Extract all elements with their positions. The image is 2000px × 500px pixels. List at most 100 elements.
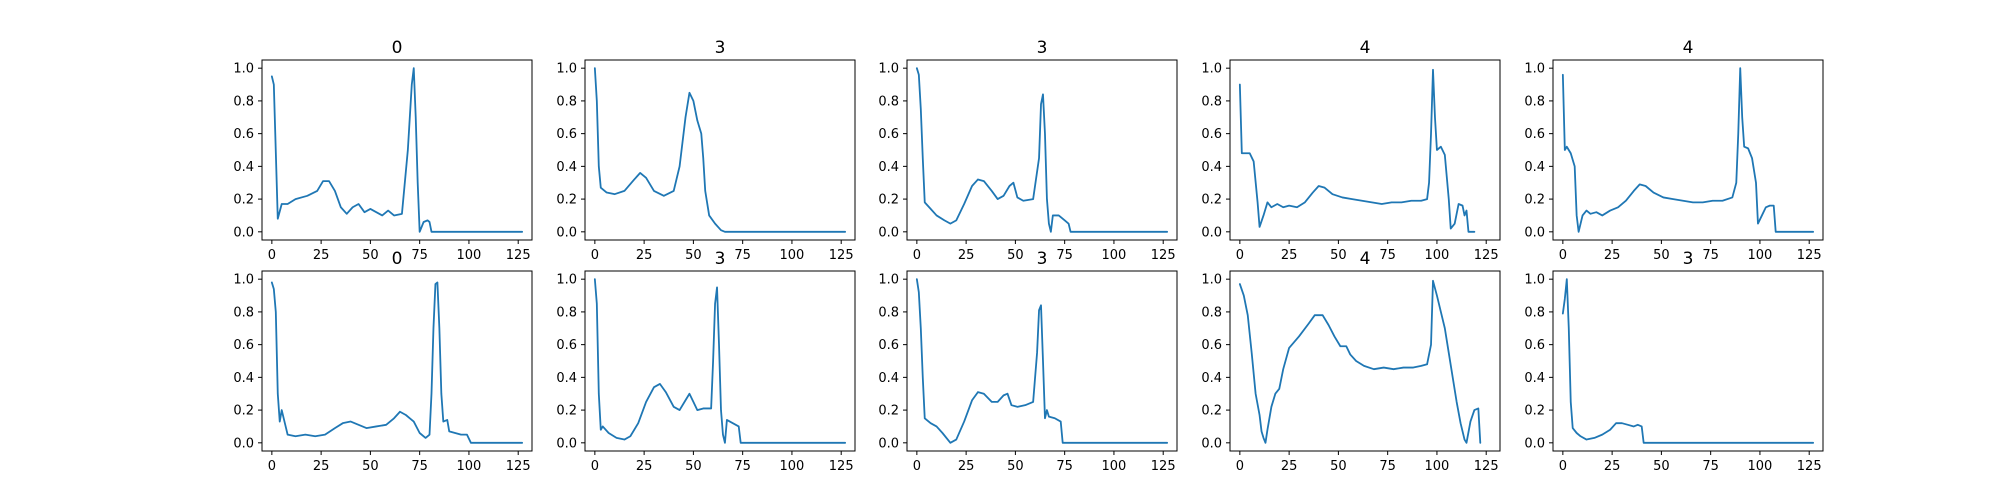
x-tick-label: 75 (1702, 459, 1719, 474)
y-tick-label: 0.2 (1524, 404, 1545, 419)
x-tick-label: 0 (591, 459, 599, 474)
x-tick-label: 125 (829, 248, 854, 263)
subplot-7: 3 0.0 0.2 0.4 0.6 0.8 1.0 0 25 50 75 100 125 (556, 249, 856, 474)
y-tick-label: 0.8 (233, 94, 254, 109)
y-tick-label: 0.0 (1201, 225, 1222, 240)
y-tick-label: 0.2 (1201, 404, 1222, 419)
x-tick-label: 25 (1604, 248, 1621, 263)
y-tick-label: 0.0 (233, 436, 254, 451)
y-tick-label: 0.4 (878, 160, 899, 175)
y-tick-label: 0.6 (1201, 127, 1222, 142)
y-tick-label: 0.4 (1201, 371, 1222, 386)
x-tick-label: 125 (1151, 459, 1176, 474)
series-line (1561, 67, 1815, 233)
y-tick-label: 1.0 (1201, 62, 1222, 77)
y-tick-label: 0.0 (878, 436, 899, 451)
y-tick-label: 0.0 (878, 225, 899, 240)
series-line (593, 67, 847, 233)
x-tick-label: 125 (1797, 248, 1822, 263)
x-tick-label: 50 (1007, 248, 1024, 263)
x-tick-label: 25 (1281, 248, 1298, 263)
y-tick-label: 1.0 (878, 273, 899, 288)
x-tick-label: 100 (457, 248, 482, 263)
y-tick-label: 0.2 (1524, 193, 1545, 208)
y-tick-label: 1.0 (1524, 273, 1545, 288)
x-tick-label: 25 (958, 459, 975, 474)
y-tick-label: 0.6 (878, 127, 899, 142)
y-tick-label: 0.8 (1201, 94, 1222, 109)
y-tick-label: 0.2 (878, 404, 899, 419)
series-line (915, 278, 1169, 444)
x-tick-label: 0 (913, 459, 921, 474)
subplot-title: 3 (1037, 249, 1048, 269)
y-tick-label: 1.0 (878, 62, 899, 77)
x-tick-label: 125 (1474, 248, 1499, 263)
x-tick-label: 75 (411, 459, 428, 474)
subplot-title: 4 (1360, 249, 1371, 269)
series-line (270, 281, 524, 444)
y-tick-label: 0.0 (1524, 436, 1545, 451)
x-tick-label: 100 (457, 459, 482, 474)
y-tick-label: 0.0 (233, 225, 254, 240)
subplot-title: 4 (1683, 38, 1694, 58)
y-tick-label: 1.0 (1524, 62, 1545, 77)
axes-frame (584, 270, 856, 452)
x-tick-label: 75 (1379, 459, 1396, 474)
x-tick-label: 50 (685, 459, 702, 474)
y-tick-label: 0.2 (556, 193, 577, 208)
subplot-title: 3 (715, 249, 726, 269)
x-tick-label: 100 (1425, 248, 1450, 263)
axes-frame (906, 59, 1178, 241)
y-tick-label: 0.8 (556, 305, 577, 320)
y-tick-label: 0.4 (233, 371, 254, 386)
x-tick-label: 125 (829, 459, 854, 474)
x-tick-label: 50 (362, 248, 379, 263)
y-tick-label: 0.0 (1201, 436, 1222, 451)
x-tick-label: 25 (636, 459, 653, 474)
y-tick-label: 0.6 (1201, 338, 1222, 353)
subplot-6: 0 0.0 0.2 0.4 0.6 0.8 1.0 0 25 50 75 100 125 (233, 249, 533, 474)
x-tick-label: 75 (1056, 459, 1073, 474)
x-tick-label: 0 (1236, 248, 1244, 263)
y-tick-label: 0.4 (878, 371, 899, 386)
axes-frame (1229, 270, 1501, 452)
y-tick-label: 0.8 (878, 94, 899, 109)
y-tick-label: 0.4 (1201, 160, 1222, 175)
x-tick-label: 75 (1702, 248, 1719, 263)
y-tick-label: 0.4 (556, 160, 577, 175)
x-tick-label: 100 (1748, 248, 1773, 263)
subplot-title: 4 (1360, 38, 1371, 58)
series-line (1238, 68, 1476, 233)
subplot-title: 0 (392, 38, 403, 58)
x-tick-label: 25 (313, 459, 330, 474)
x-tick-label: 100 (1102, 459, 1127, 474)
series-line (1238, 279, 1482, 444)
y-tick-label: 0.8 (1201, 305, 1222, 320)
y-tick-label: 1.0 (233, 273, 254, 288)
x-tick-label: 0 (268, 459, 276, 474)
y-tick-label: 1.0 (556, 62, 577, 77)
x-tick-label: 50 (1653, 248, 1670, 263)
axes-frame (1552, 270, 1824, 452)
y-tick-label: 0.8 (233, 305, 254, 320)
x-tick-label: 50 (1330, 459, 1347, 474)
y-tick-label: 0.6 (556, 338, 577, 353)
x-tick-label: 0 (268, 248, 276, 263)
x-tick-label: 125 (1151, 248, 1176, 263)
subplot-3: 3 0.0 0.2 0.4 0.6 0.8 1.0 0 25 50 75 100 125 (878, 38, 1178, 263)
x-tick-label: 25 (1281, 459, 1298, 474)
x-tick-label: 75 (734, 459, 751, 474)
subplot-title: 3 (1037, 38, 1048, 58)
y-tick-label: 0.8 (878, 305, 899, 320)
y-tick-label: 0.0 (1524, 225, 1545, 240)
y-tick-label: 0.6 (878, 338, 899, 353)
y-tick-label: 0.4 (1524, 371, 1545, 386)
x-tick-label: 0 (1236, 459, 1244, 474)
x-tick-label: 25 (313, 248, 330, 263)
axes-frame (584, 59, 856, 241)
y-tick-label: 0.4 (556, 371, 577, 386)
x-tick-label: 50 (362, 459, 379, 474)
subplot-10: 3 0.0 0.2 0.4 0.6 0.8 1.0 0 25 50 75 100 125 (1524, 249, 1824, 474)
y-tick-label: 0.0 (556, 436, 577, 451)
x-tick-label: 125 (1797, 459, 1822, 474)
